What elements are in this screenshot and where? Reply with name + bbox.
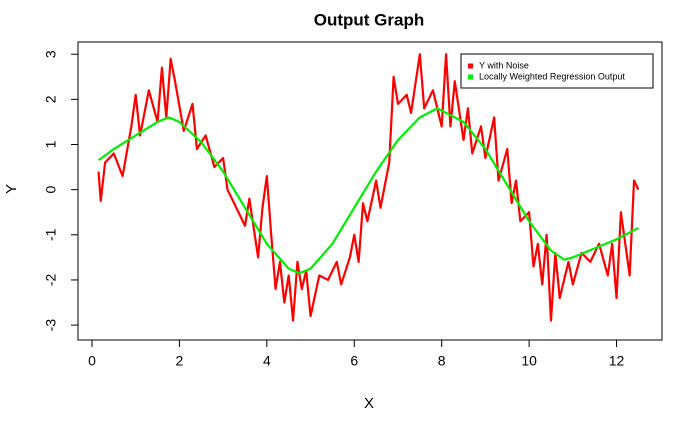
legend-box bbox=[460, 53, 654, 89]
legend-swatch bbox=[468, 74, 473, 80]
y-tick-label: 2 bbox=[43, 95, 59, 103]
x-tick-label: 6 bbox=[350, 353, 358, 369]
x-axis-label: X bbox=[364, 395, 374, 412]
y-tick-label: -2 bbox=[43, 274, 59, 287]
series-line bbox=[97, 53, 640, 322]
y-axis-label: Y bbox=[3, 184, 20, 194]
x-tick-label: 10 bbox=[521, 353, 537, 369]
legend-label: Locally Weighted Regression Output bbox=[479, 71, 625, 81]
y-tick-label: 0 bbox=[43, 186, 59, 194]
y-tick-label: 3 bbox=[43, 50, 59, 58]
x-tick-label: 4 bbox=[263, 353, 271, 369]
x-tick-label: 2 bbox=[176, 353, 184, 369]
chart-title: Output Graph bbox=[314, 10, 424, 29]
legend-swatch bbox=[468, 63, 473, 69]
y-tick-label: 1 bbox=[43, 140, 59, 148]
y-tick-label: -3 bbox=[43, 319, 59, 332]
x-tick-label: 8 bbox=[438, 353, 446, 369]
series-line bbox=[97, 107, 639, 275]
x-tick-label: 0 bbox=[88, 353, 96, 369]
legend-label: Y with Noise bbox=[479, 60, 529, 70]
y-tick-label: -1 bbox=[43, 228, 59, 241]
x-tick-label: 12 bbox=[609, 353, 625, 369]
